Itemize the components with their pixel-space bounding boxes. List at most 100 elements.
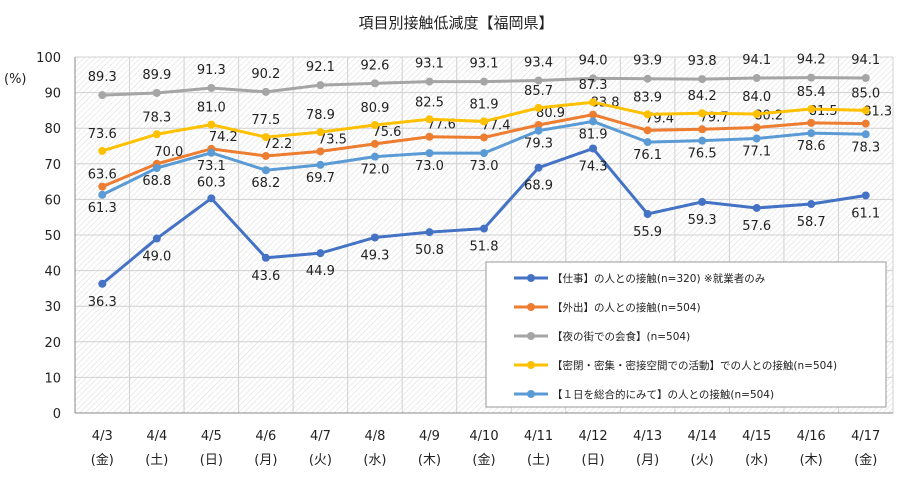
x-tick-label: 4/3 (92, 429, 113, 444)
data-point (643, 126, 652, 135)
data-point (207, 194, 216, 203)
data-point (370, 233, 379, 242)
data-label: 57.6 (742, 219, 771, 234)
data-point (807, 104, 816, 113)
data-point (480, 133, 488, 142)
data-point (861, 130, 870, 139)
data-label: 90.2 (251, 67, 280, 82)
data-label: 76.1 (633, 148, 662, 163)
x-tick-weekday: (土) (145, 453, 168, 468)
data-label: 77.4 (482, 118, 511, 133)
data-point (98, 190, 107, 199)
data-point (861, 74, 870, 83)
x-tick-weekday: (木) (418, 453, 441, 468)
data-label: 93.4 (524, 55, 553, 70)
data-point (480, 224, 488, 233)
data-point (752, 109, 761, 118)
data-point (261, 166, 270, 175)
x-tick-weekday: (日) (581, 453, 604, 468)
data-label: 93.1 (470, 57, 499, 72)
x-tick-label: 4/7 (310, 429, 331, 444)
legend-marker (527, 303, 535, 311)
data-point (643, 138, 652, 147)
x-tick-weekday: (日) (200, 453, 223, 468)
data-point (589, 144, 598, 153)
x-tick-label: 4/12 (578, 429, 607, 444)
data-label: 87.3 (579, 78, 608, 93)
data-label: 68.8 (142, 174, 171, 189)
data-label: 81.0 (197, 101, 226, 116)
y-tick-label: 40 (44, 265, 61, 280)
data-point (425, 77, 434, 86)
data-label: 73.0 (415, 159, 444, 174)
data-point (98, 182, 107, 191)
data-point (752, 74, 761, 83)
data-label: 72.0 (360, 163, 389, 178)
data-point (152, 88, 161, 97)
data-label: 59.3 (688, 213, 717, 228)
x-tick-label: 4/11 (524, 429, 553, 444)
data-label: 58.7 (797, 215, 826, 230)
legend-marker (527, 332, 535, 340)
x-tick-weekday: (火) (309, 453, 332, 468)
y-tick-label: 90 (44, 87, 61, 102)
data-point (98, 146, 107, 155)
y-tick-label: 70 (44, 158, 61, 173)
x-tick-label: 4/13 (633, 429, 662, 444)
data-label: 78.9 (306, 108, 335, 123)
data-label: 68.2 (251, 176, 280, 191)
data-point (861, 106, 870, 115)
data-label: 55.9 (633, 225, 662, 240)
data-point (643, 110, 652, 119)
data-label: 73.1 (197, 159, 226, 174)
data-point (698, 136, 707, 145)
data-point (534, 126, 543, 135)
data-point (425, 115, 434, 124)
data-point (807, 118, 816, 127)
data-label: 73.5 (318, 132, 347, 147)
data-label: 50.8 (415, 243, 444, 258)
y-tick-label: 30 (44, 300, 61, 315)
data-label: 73.6 (88, 127, 117, 142)
legend-label: 【夜の街での会食】(n=504) (552, 330, 690, 343)
data-point (752, 123, 761, 132)
data-label: 84.2 (688, 89, 717, 104)
data-label: 85.0 (851, 86, 880, 101)
data-point (807, 73, 816, 82)
data-point (589, 74, 598, 83)
data-label: 78.3 (851, 140, 880, 155)
x-tick-weekday: (土) (527, 453, 550, 468)
legend-label: 【外出】の人との接触(n=504) (552, 301, 701, 314)
data-label: 89.3 (88, 70, 117, 85)
data-point (589, 110, 598, 119)
data-point (152, 130, 161, 139)
y-tick-label: 80 (44, 122, 61, 137)
data-point (534, 163, 543, 172)
legend-label: 【仕事】の人との接触(n=320) ※就業者のみ (552, 272, 765, 285)
data-label: 75.6 (372, 125, 401, 140)
x-tick-weekday: (月) (636, 453, 659, 468)
data-point (261, 87, 270, 96)
y-tick-label: 20 (44, 336, 61, 351)
data-point (370, 120, 379, 129)
x-tick-weekday: (木) (800, 453, 823, 468)
data-point (98, 91, 107, 100)
data-point (534, 120, 543, 129)
data-label: 84.0 (742, 90, 771, 105)
y-axis-label: (%) (4, 72, 27, 87)
data-label: 92.1 (306, 60, 335, 75)
data-label: 93.9 (633, 54, 662, 69)
data-label: 94.2 (797, 53, 826, 68)
data-point (316, 160, 325, 169)
chart-title: 項目別接触低減度【福岡県】 (358, 14, 553, 32)
data-label: 81.3 (863, 105, 892, 120)
data-label: 85.7 (524, 84, 553, 99)
y-tick-label: 0 (53, 407, 61, 422)
y-tick-label: 10 (44, 371, 61, 386)
x-tick-weekday: (月) (254, 453, 277, 468)
x-tick-label: 4/15 (742, 429, 771, 444)
data-label: 70.0 (154, 145, 183, 160)
data-label: 82.5 (415, 95, 444, 110)
